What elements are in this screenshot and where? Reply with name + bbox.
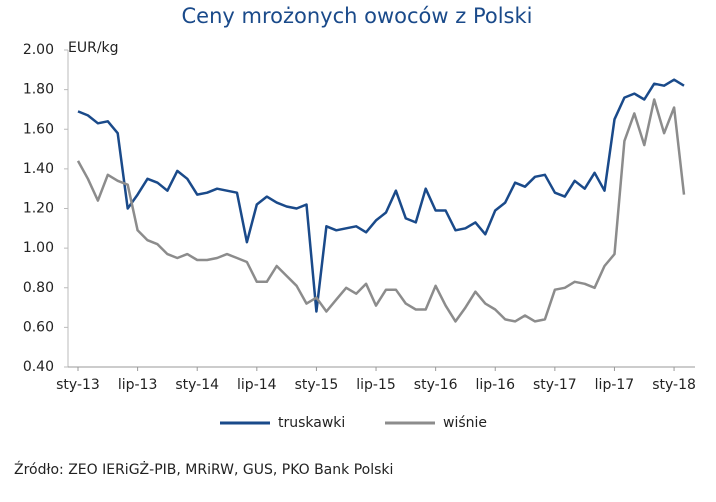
x-tick-label: lip-16 xyxy=(475,377,515,393)
y-tick-label: 0.80 xyxy=(23,280,54,296)
series-line xyxy=(77,78,685,313)
x-tick-label: sty-14 xyxy=(175,377,219,393)
x-tick-label: sty-17 xyxy=(533,377,577,393)
y-tick-label: 1.20 xyxy=(23,201,54,217)
chart-title: Ceny mrożonych owoców z Polski xyxy=(182,4,533,28)
x-tick-label: lip-15 xyxy=(356,377,396,393)
x-tick-label: sty-13 xyxy=(56,377,100,393)
source-note: Źródło: ZEO IERiGŻ-PIB, MRiRW, GUS, PKO … xyxy=(14,460,393,478)
legend-label: wiśnie xyxy=(443,415,487,431)
y-tick-label: 1.00 xyxy=(23,240,54,256)
y-axis-unit: EUR/kg xyxy=(68,40,119,56)
y-tick-label: 0.60 xyxy=(23,319,54,335)
x-tick-label: sty-15 xyxy=(295,377,339,393)
legend-label: truskawki xyxy=(278,415,345,431)
x-tick-label: lip-17 xyxy=(595,377,635,393)
y-tick-label: 1.80 xyxy=(23,82,54,98)
y-tick-label: 2.00 xyxy=(23,42,54,58)
x-tick-label: lip-13 xyxy=(118,377,158,393)
y-tick-label: 1.40 xyxy=(23,161,54,177)
y-tick-label: 1.60 xyxy=(23,121,54,137)
y-tick-label: 0.40 xyxy=(23,359,54,375)
series-line xyxy=(76,98,686,323)
x-tick-label: sty-18 xyxy=(652,377,696,393)
x-tick-label: lip-14 xyxy=(237,377,277,393)
x-tick-label: sty-16 xyxy=(414,377,458,393)
